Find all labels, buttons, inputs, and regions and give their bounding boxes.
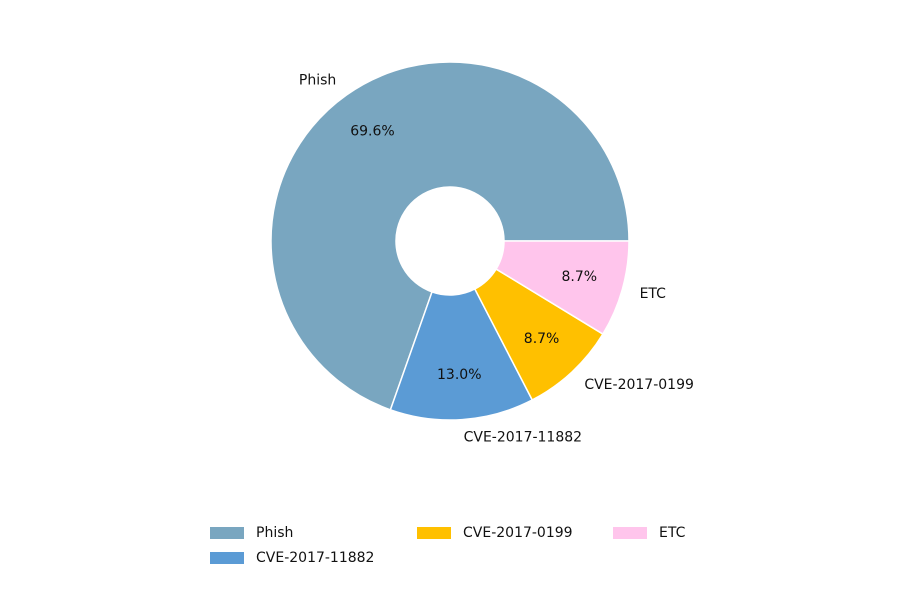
percent-label-cve-2017-0199: 8.7% [524,331,560,347]
legend-item-phish: Phish [210,525,293,541]
slice-cve-2017-11882 [389,287,534,421]
percent-labels-group: 69.6% 13.0% 8.7% 8.7% [350,123,597,383]
slice-phish [270,61,630,411]
legend-item-cve-2017-0199: CVE-2017-0199 [417,525,573,541]
legend-label-etc: ETC [659,525,686,541]
legend-swatch-etc [613,527,647,539]
category-label-cve-2017-11882: CVE-2017-11882 [464,429,582,445]
percent-label-cve-2017-11882: 13.0% [437,367,481,383]
percent-label-phish: 69.6% [350,123,394,139]
legend-item-etc: ETC [613,525,685,541]
category-label-etc: ETC [640,286,667,302]
legend-item-cve-2017-11882: CVE-2017-11882 [210,550,374,566]
slices-group [270,61,630,421]
category-label-phish: Phish [299,72,336,88]
slice-etc [495,240,630,336]
legend-swatch-cve-2017-11882 [210,552,244,564]
category-label-cve-2017-0199: CVE-2017-0199 [584,377,694,393]
legend: Phish CVE-2017-11882 CVE-2017-0199 ETC [210,525,730,575]
category-labels-group: Phish CVE-2017-11882 CVE-2017-0199 ETC [299,72,694,445]
legend-label-cve-2017-0199: CVE-2017-0199 [463,525,573,541]
legend-swatch-phish [210,527,244,539]
legend-label-cve-2017-11882: CVE-2017-11882 [256,550,375,566]
legend-label-phish: Phish [256,525,294,541]
legend-swatch-cve-2017-0199 [417,527,451,539]
percent-label-etc: 8.7% [561,269,597,285]
